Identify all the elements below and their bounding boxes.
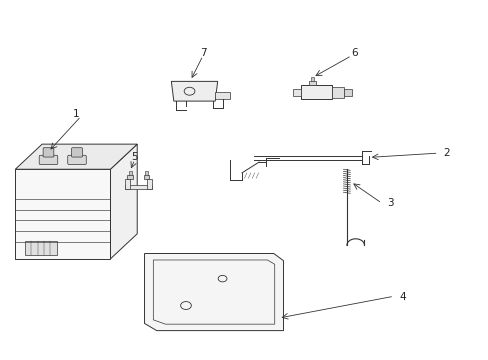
Text: 4: 4 [399, 292, 406, 302]
Bar [344, 89, 351, 96]
Text: 7: 7 [199, 48, 206, 58]
FancyBboxPatch shape [68, 155, 86, 165]
Polygon shape [171, 81, 217, 101]
Bar [331, 87, 344, 98]
Bar [25, 241, 57, 255]
Bar [143, 175, 149, 179]
Bar [127, 175, 133, 179]
Polygon shape [15, 144, 137, 169]
Polygon shape [15, 169, 110, 259]
Bar [293, 89, 300, 96]
Text: 1: 1 [73, 109, 80, 119]
Text: 5: 5 [131, 152, 138, 162]
Polygon shape [153, 260, 274, 324]
Polygon shape [215, 92, 229, 99]
Bar [309, 81, 315, 85]
Bar [125, 185, 152, 189]
Polygon shape [110, 144, 137, 259]
Bar [147, 179, 152, 189]
FancyBboxPatch shape [72, 148, 82, 157]
Bar [129, 171, 132, 175]
Bar [125, 179, 130, 189]
Text: 6: 6 [350, 48, 357, 58]
Text: 3: 3 [386, 198, 393, 208]
Bar [310, 77, 314, 81]
FancyBboxPatch shape [43, 148, 54, 157]
Bar [300, 85, 331, 99]
Bar [145, 171, 148, 175]
FancyBboxPatch shape [39, 155, 58, 165]
Polygon shape [144, 253, 283, 330]
Text: 2: 2 [443, 148, 449, 158]
